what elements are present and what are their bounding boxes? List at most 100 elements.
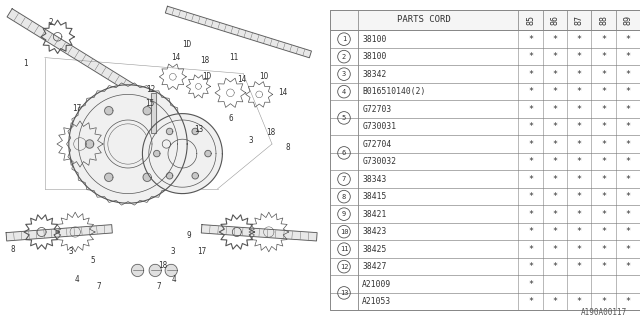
Text: *: * <box>528 70 533 79</box>
Text: *: * <box>601 52 606 61</box>
Text: *: * <box>577 140 582 149</box>
Polygon shape <box>105 107 113 115</box>
Text: *: * <box>577 297 582 306</box>
Text: *: * <box>528 140 533 149</box>
Text: 3: 3 <box>342 71 346 77</box>
Text: 87: 87 <box>575 15 584 25</box>
Text: *: * <box>625 35 630 44</box>
Text: *: * <box>528 87 533 96</box>
Text: *: * <box>528 52 533 61</box>
Text: *: * <box>528 280 533 289</box>
Text: *: * <box>601 227 606 236</box>
Text: 11: 11 <box>229 53 238 62</box>
Text: *: * <box>625 52 630 61</box>
Text: *: * <box>601 210 606 219</box>
Text: *: * <box>625 192 630 201</box>
Text: 14: 14 <box>237 76 246 84</box>
Text: *: * <box>601 105 606 114</box>
Text: 13: 13 <box>340 290 348 296</box>
Text: 6: 6 <box>342 150 346 156</box>
Text: *: * <box>577 157 582 166</box>
Text: *: * <box>528 105 533 114</box>
Text: A190A00117: A190A00117 <box>581 308 627 317</box>
Text: 7: 7 <box>156 282 161 291</box>
Text: *: * <box>528 262 533 271</box>
Text: *: * <box>552 52 557 61</box>
Text: *: * <box>552 122 557 131</box>
Text: 18: 18 <box>159 261 168 270</box>
Text: PARTS CORD: PARTS CORD <box>397 15 451 25</box>
Text: 13: 13 <box>194 125 203 134</box>
Text: *: * <box>601 245 606 254</box>
Polygon shape <box>166 128 173 135</box>
Text: *: * <box>625 227 630 236</box>
Text: *: * <box>552 210 557 219</box>
Polygon shape <box>165 6 312 58</box>
Polygon shape <box>192 128 198 135</box>
Text: 38343: 38343 <box>362 175 387 184</box>
Polygon shape <box>7 9 147 100</box>
Polygon shape <box>143 173 151 181</box>
Text: B016510140(2): B016510140(2) <box>362 87 426 96</box>
Text: 17: 17 <box>197 247 206 256</box>
Polygon shape <box>6 225 112 241</box>
Bar <box>330 10 640 30</box>
Polygon shape <box>132 264 144 276</box>
Text: 1D: 1D <box>182 40 192 49</box>
Text: *: * <box>552 297 557 306</box>
Polygon shape <box>202 225 317 241</box>
Text: *: * <box>552 245 557 254</box>
Text: 4: 4 <box>74 276 79 284</box>
Text: *: * <box>577 227 582 236</box>
Text: 12: 12 <box>147 85 156 94</box>
Polygon shape <box>192 172 198 179</box>
Text: *: * <box>625 140 630 149</box>
Bar <box>151 93 156 133</box>
Text: 1: 1 <box>23 60 28 68</box>
Text: 3: 3 <box>170 247 175 256</box>
Text: 88: 88 <box>599 15 608 25</box>
Text: 3: 3 <box>249 136 253 145</box>
Text: 18: 18 <box>200 56 209 65</box>
Text: 17: 17 <box>72 104 81 113</box>
Text: *: * <box>601 175 606 184</box>
Text: *: * <box>552 157 557 166</box>
Text: 38421: 38421 <box>362 210 387 219</box>
Polygon shape <box>143 107 151 115</box>
Text: 86: 86 <box>550 15 559 25</box>
Text: 8: 8 <box>285 143 291 152</box>
Text: *: * <box>625 122 630 131</box>
Text: *: * <box>601 87 606 96</box>
Text: *: * <box>528 122 533 131</box>
Text: 5: 5 <box>342 115 346 121</box>
Text: 2: 2 <box>342 54 346 60</box>
Text: G72704: G72704 <box>362 140 392 149</box>
Text: 7: 7 <box>342 176 346 182</box>
Polygon shape <box>149 264 161 276</box>
Text: *: * <box>601 262 606 271</box>
Text: *: * <box>528 157 533 166</box>
Polygon shape <box>69 85 187 203</box>
Text: *: * <box>625 245 630 254</box>
Text: 1O: 1O <box>259 72 269 81</box>
Text: *: * <box>528 245 533 254</box>
Text: 38100: 38100 <box>362 35 387 44</box>
Text: *: * <box>552 35 557 44</box>
Text: A21009: A21009 <box>362 280 392 289</box>
Text: G72703: G72703 <box>362 105 392 114</box>
Text: *: * <box>528 192 533 201</box>
Text: 11: 11 <box>340 246 348 252</box>
Text: *: * <box>577 70 582 79</box>
Text: *: * <box>552 192 557 201</box>
Text: *: * <box>552 262 557 271</box>
Text: G730031: G730031 <box>362 122 396 131</box>
Text: *: * <box>601 192 606 201</box>
Polygon shape <box>154 150 160 157</box>
Text: *: * <box>577 245 582 254</box>
Text: 12: 12 <box>340 264 348 270</box>
Text: *: * <box>601 157 606 166</box>
Text: 6: 6 <box>228 114 233 123</box>
Text: *: * <box>601 70 606 79</box>
Text: *: * <box>577 35 582 44</box>
Text: 14: 14 <box>278 88 288 97</box>
